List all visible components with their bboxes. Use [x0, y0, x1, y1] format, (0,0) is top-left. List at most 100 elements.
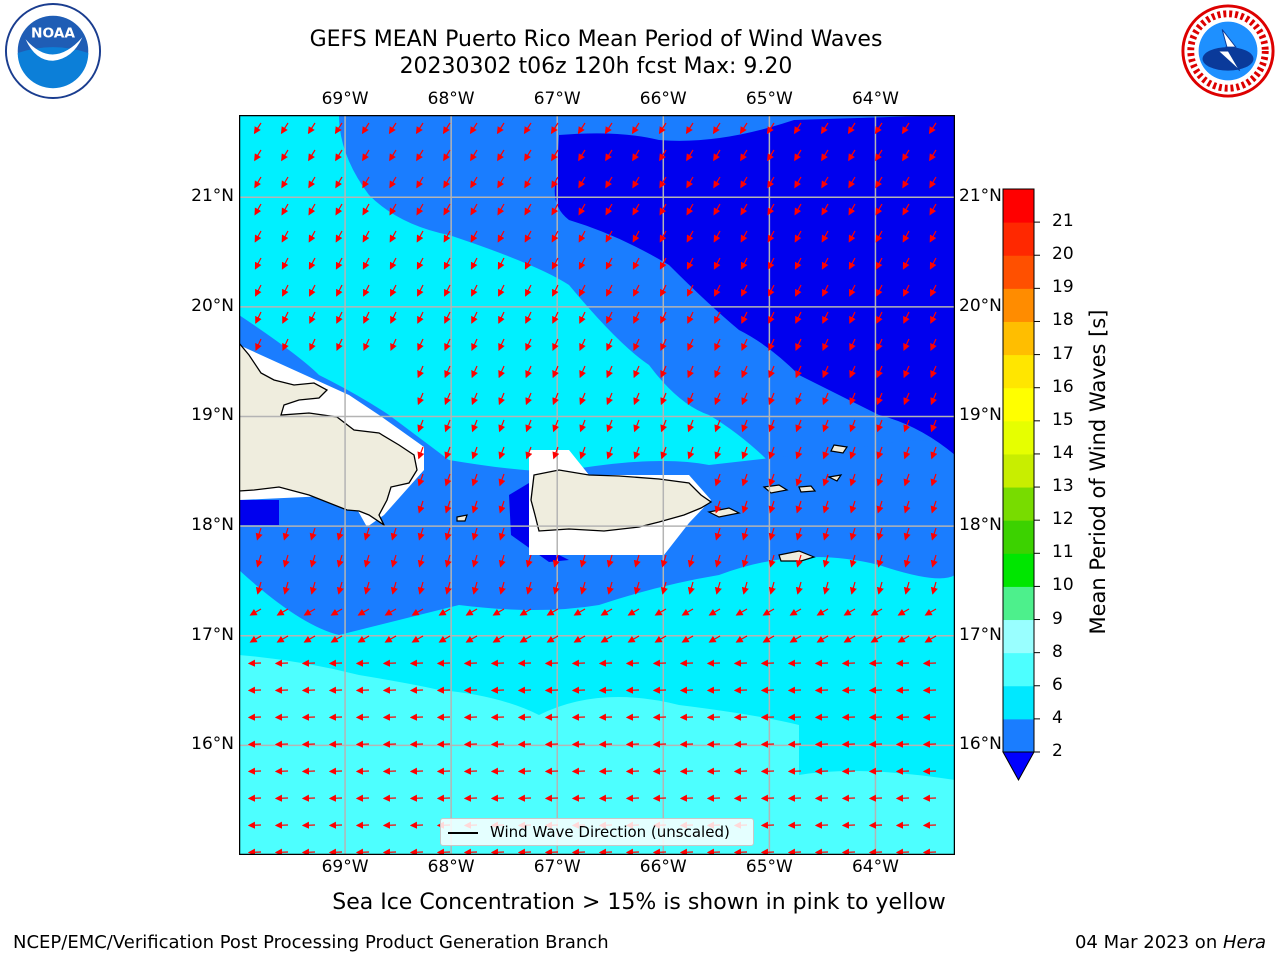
colorbar-segment	[1003, 453, 1034, 488]
wind-wave-arrow	[416, 176, 424, 189]
wind-wave-arrow	[249, 635, 262, 643]
wind-wave-arrow	[902, 230, 910, 243]
period-band-below-2-coast	[509, 483, 569, 562]
wind-wave-arrow	[552, 446, 560, 460]
wind-wave-arrow	[735, 635, 748, 643]
wind-wave-arrow	[822, 365, 829, 379]
wind-wave-arrow	[336, 581, 344, 595]
wind-wave-arrow	[849, 392, 857, 406]
wind-wave-arrow	[498, 419, 506, 433]
wind-wave-arrow	[363, 554, 371, 568]
wind-wave-arrow	[282, 527, 290, 541]
wind-wave-arrow	[417, 284, 424, 297]
wind-wave-arrow	[524, 257, 532, 270]
wind-wave-arrow	[470, 149, 478, 162]
wind-wave-arrow	[712, 122, 721, 135]
wind-wave-arrow	[417, 473, 425, 487]
land-virgin-islands	[762, 444, 849, 494]
wind-wave-arrow	[876, 500, 884, 514]
wind-wave-arrow	[903, 446, 911, 460]
wind-wave-arrow	[308, 176, 316, 189]
wind-wave-arrow	[471, 392, 479, 406]
wind-wave-arrow	[687, 554, 695, 568]
colorbar-tick-label: 17	[1052, 343, 1074, 364]
wind-wave-arrow	[336, 284, 343, 297]
wind-wave-arrow	[606, 311, 613, 324]
wind-wave-arrow	[795, 392, 803, 406]
wind-wave-arrow	[903, 311, 910, 324]
wind-wave-arrow	[470, 203, 478, 216]
wind-wave-arrow	[363, 581, 371, 595]
wind-wave-arrow	[632, 257, 640, 270]
wind-wave-arrow	[362, 203, 370, 216]
wind-wave-arrow	[660, 284, 667, 297]
wind-wave-arrow	[687, 392, 695, 406]
wind-wave-arrow	[254, 203, 262, 216]
wind-wave-arrow	[389, 257, 397, 270]
wind-wave-arrow	[552, 311, 559, 324]
wind-wave-arrow	[335, 176, 343, 189]
wind-wave-arrow	[579, 365, 586, 379]
wind-wave-arrow	[768, 311, 775, 324]
wind-wave-arrow	[417, 581, 425, 595]
wind-wave-arrow	[362, 149, 370, 162]
wind-wave-arrow	[255, 338, 262, 351]
wind-wave-arrow	[849, 284, 856, 297]
wind-wave-arrow	[714, 284, 721, 297]
colorbar-tick-label: 4	[1052, 707, 1063, 728]
wind-wave-arrow	[848, 149, 856, 162]
wind-wave-arrow	[627, 608, 640, 616]
lat-tick-label-right: 17°N	[959, 624, 1002, 645]
wind-wave-arrow	[795, 284, 802, 297]
wind-wave-arrow	[604, 122, 613, 135]
lat-tick-label-left: 18°N	[191, 515, 234, 536]
wind-wave-arrow	[525, 338, 532, 351]
wind-wave-arrow	[849, 473, 857, 487]
wind-wave-arrow	[416, 230, 424, 243]
wind-wave-arrow	[897, 608, 910, 616]
wind-wave-arrow	[438, 608, 451, 616]
period-band-below-2	[554, 115, 955, 455]
wind-wave-arrow	[389, 203, 397, 216]
wind-wave-arrow	[470, 257, 478, 270]
wind-wave-arrow	[444, 473, 452, 487]
wind-wave-arrow	[281, 257, 289, 270]
wind-wave-arrow	[336, 311, 343, 324]
wind-wave-arrow	[821, 203, 829, 216]
wind-wave-arrow	[384, 608, 397, 616]
wind-wave-arrow	[741, 392, 749, 406]
wind-wave-arrow	[276, 635, 289, 643]
wind-wave-arrow	[444, 554, 452, 568]
wind-wave-arrow	[605, 176, 613, 189]
wind-wave-arrow	[768, 365, 775, 379]
wind-wave-arrow	[362, 230, 370, 243]
wind-wave-arrow	[444, 581, 452, 595]
wind-wave-arrow	[633, 365, 640, 379]
wind-wave-arrow	[687, 365, 694, 379]
wind-wave-arrow	[388, 122, 397, 135]
wind-wave-arrow	[902, 203, 910, 216]
wind-wave-arrow	[606, 419, 614, 433]
wind-wave-arrow	[713, 203, 721, 216]
wind-wave-arrow	[303, 608, 316, 616]
wind-wave-arrow	[659, 203, 667, 216]
wind-wave-arrow	[822, 311, 829, 324]
wind-wave-arrow	[444, 392, 452, 406]
period-band-6-8-east	[799, 771, 955, 855]
wind-wave-arrow	[390, 581, 398, 595]
wind-wave-arrow	[469, 122, 478, 135]
wind-wave-arrow	[551, 230, 559, 243]
wind-wave-arrow	[525, 446, 533, 460]
wind-wave-arrow	[875, 149, 883, 162]
wind-wave-arrow	[633, 392, 641, 406]
wind-wave-arrow	[280, 122, 289, 135]
wind-wave-arrow	[552, 284, 559, 297]
wind-wave-arrow	[660, 581, 668, 595]
period-band-below-2-west	[239, 500, 279, 525]
wind-wave-arrow	[768, 527, 776, 541]
wind-wave-arrow	[546, 608, 559, 616]
wind-wave-arrow	[579, 446, 587, 460]
wind-wave-arrow	[443, 149, 451, 162]
wind-wave-arrow	[384, 635, 397, 643]
wind-wave-arrow	[605, 203, 613, 216]
